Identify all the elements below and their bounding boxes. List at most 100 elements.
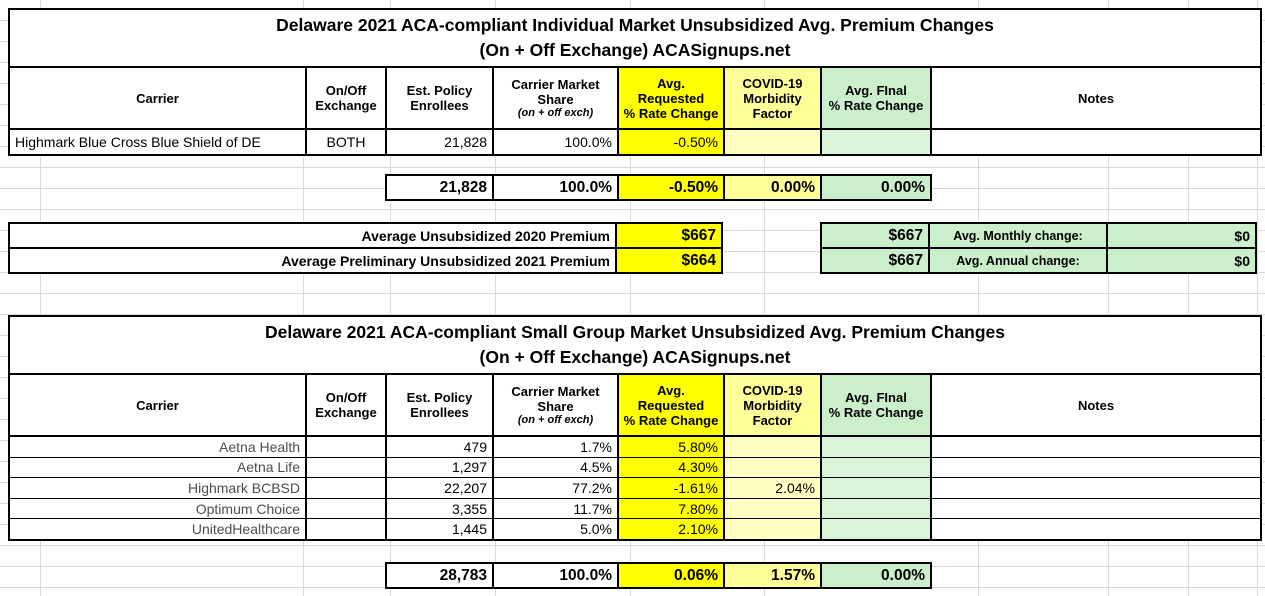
- small-group-market-table: Delaware 2021 ACA-compliant Small Group …: [8, 315, 1262, 541]
- premium-label-cell[interactable]: Average Unsubsidized 2020 Premium: [10, 224, 617, 247]
- individual-header-row: Carrier On/Off Exchange Est. Policy Enro…: [10, 68, 1260, 130]
- exchange-cell[interactable]: [307, 457, 387, 478]
- individual-table-title: Delaware 2021 ACA-compliant Individual M…: [10, 10, 1260, 68]
- total-final-rate-cell[interactable]: 0.00%: [822, 564, 930, 587]
- premium-row-2020: Average Unsubsidized 2020 Premium $667: [10, 224, 721, 247]
- market-share-cell[interactable]: 11.7%: [494, 498, 619, 519]
- market-share-cell[interactable]: 77.2%: [494, 478, 619, 498]
- requested-rate-cell[interactable]: -1.61%: [619, 478, 725, 498]
- premium-change-block: $667 Avg. Monthly change: $0 $667 Avg. A…: [820, 222, 1257, 274]
- carrier-cell[interactable]: Aetna Life: [10, 457, 307, 478]
- notes-cell[interactable]: [932, 499, 1260, 519]
- total-covid-factor-cell[interactable]: 0.00%: [725, 176, 822, 199]
- total-covid-factor-cell[interactable]: 1.57%: [725, 564, 822, 587]
- covid-factor-cell[interactable]: [725, 437, 822, 457]
- notes-cell[interactable]: [932, 437, 1260, 457]
- final-rate-column-header: Avg. FInal % Rate Change: [822, 375, 932, 435]
- final-rate-cell[interactable]: [822, 478, 932, 498]
- premium-change-row-annual: $667 Avg. Annual change: $0: [822, 247, 1255, 272]
- total-requested-rate-cell[interactable]: 0.06%: [619, 564, 725, 587]
- final-rate-column-header: Avg. FInal % Rate Change: [822, 68, 932, 128]
- premium-value-cell[interactable]: $667: [617, 224, 721, 247]
- final-rate-cell[interactable]: [822, 519, 932, 539]
- enrollees-column-header: Est. Policy Enrollees: [387, 68, 494, 128]
- small-group-header-row: Carrier On/Off Exchange Est. Policy Enro…: [10, 375, 1260, 437]
- covid-factor-cell[interactable]: [725, 130, 822, 154]
- carrier-cell[interactable]: Optimum Choice: [10, 498, 307, 519]
- total-requested-rate-cell[interactable]: -0.50%: [619, 176, 725, 199]
- carrier-cell[interactable]: Highmark Blue Cross Blue Shield of DE: [10, 130, 307, 154]
- exchange-column-header: On/Off Exchange: [307, 68, 387, 128]
- carrier-cell[interactable]: Highmark BCBSD: [10, 478, 307, 498]
- market-share-cell[interactable]: 5.0%: [494, 519, 619, 539]
- requested-rate-cell[interactable]: -0.50%: [619, 130, 725, 154]
- covid-factor-column-header: COVID-19 Morbidity Factor: [725, 68, 822, 128]
- market-share-header-note: (on + off exch): [517, 106, 594, 119]
- small-group-title-line1: Delaware 2021 ACA-compliant Small Group …: [264, 322, 1006, 342]
- premium-label-cell[interactable]: Average Preliminary Unsubsidized 2021 Pr…: [10, 249, 617, 272]
- premium-final-value-cell[interactable]: $667: [822, 224, 930, 247]
- annual-change-label-cell[interactable]: Avg. Annual change:: [930, 249, 1108, 272]
- exchange-cell[interactable]: BOTH: [307, 130, 387, 154]
- exchange-cell[interactable]: [307, 498, 387, 519]
- notes-cell[interactable]: [932, 458, 1260, 478]
- market-share-column-header: Carrier Market Share (on + off exch): [494, 68, 619, 128]
- total-market-share-cell[interactable]: 100.0%: [494, 564, 619, 587]
- enrollees-cell[interactable]: 22,207: [387, 478, 494, 498]
- carrier-cell[interactable]: Aetna Health: [10, 437, 307, 457]
- small-group-totals-row: 28,783 100.0% 0.06% 1.57% 0.00%: [385, 562, 932, 589]
- total-market-share-cell[interactable]: 100.0%: [494, 176, 619, 199]
- monthly-change-label-cell[interactable]: Avg. Monthly change:: [930, 224, 1108, 247]
- market-share-header-note: (on + off exch): [517, 413, 594, 426]
- covid-factor-cell[interactable]: [725, 498, 822, 519]
- final-rate-cell[interactable]: [822, 437, 932, 457]
- individual-title-line2: (On + Off Exchange) ACASignups.net: [479, 40, 791, 60]
- final-rate-cell[interactable]: [822, 498, 932, 519]
- premium-final-value-cell[interactable]: $667: [822, 249, 930, 272]
- final-rate-cell[interactable]: [822, 130, 932, 154]
- premium-summary-block: Average Unsubsidized 2020 Premium $667 A…: [8, 222, 723, 274]
- enrollees-cell[interactable]: 21,828: [387, 130, 494, 154]
- individual-table-body: Highmark Blue Cross Blue Shield of DE BO…: [10, 130, 1260, 154]
- carrier-cell[interactable]: UnitedHealthcare: [10, 519, 307, 539]
- total-final-rate-cell[interactable]: 0.00%: [822, 176, 930, 199]
- enrollees-cell[interactable]: 479: [387, 437, 494, 457]
- exchange-column-header: On/Off Exchange: [307, 375, 387, 435]
- notes-cell[interactable]: [932, 130, 1260, 154]
- enrollees-cell[interactable]: 1,297: [387, 457, 494, 478]
- total-enrollees-cell[interactable]: 21,828: [387, 176, 494, 199]
- total-enrollees-cell[interactable]: 28,783: [387, 564, 494, 587]
- notes-cell[interactable]: [932, 519, 1260, 539]
- market-share-cell[interactable]: 1.7%: [494, 437, 619, 457]
- exchange-cell[interactable]: [307, 478, 387, 498]
- table-row: Optimum Choice 3,355 11.7% 7.80%: [10, 497, 1260, 519]
- individual-totals-row: 21,828 100.0% -0.50% 0.00% 0.00%: [385, 174, 932, 201]
- exchange-cell[interactable]: [307, 519, 387, 539]
- annual-change-value-cell[interactable]: $0: [1108, 249, 1255, 272]
- requested-rate-cell[interactable]: 2.10%: [619, 519, 725, 539]
- small-group-table-title: Delaware 2021 ACA-compliant Small Group …: [10, 317, 1260, 375]
- final-rate-cell[interactable]: [822, 457, 932, 478]
- premium-row-2021: Average Preliminary Unsubsidized 2021 Pr…: [10, 247, 721, 272]
- market-share-cell[interactable]: 4.5%: [494, 457, 619, 478]
- notes-column-header: Notes: [1077, 397, 1115, 413]
- covid-factor-cell[interactable]: [725, 457, 822, 478]
- monthly-change-value-cell[interactable]: $0: [1108, 224, 1255, 247]
- enrollees-cell[interactable]: 1,445: [387, 519, 494, 539]
- table-row: Aetna Life 1,297 4.5% 4.30%: [10, 456, 1260, 478]
- notes-cell[interactable]: [932, 478, 1260, 498]
- market-share-cell[interactable]: 100.0%: [494, 130, 619, 154]
- requested-rate-cell[interactable]: 7.80%: [619, 498, 725, 519]
- requested-rate-cell[interactable]: 4.30%: [619, 457, 725, 478]
- exchange-cell[interactable]: [307, 437, 387, 457]
- requested-rate-cell[interactable]: 5.80%: [619, 437, 725, 457]
- table-row: Aetna Health 479 1.7% 5.80%: [10, 437, 1260, 457]
- enrollees-column-header: Est. Policy Enrollees: [387, 375, 494, 435]
- individual-market-table: Delaware 2021 ACA-compliant Individual M…: [8, 8, 1262, 156]
- enrollees-cell[interactable]: 3,355: [387, 498, 494, 519]
- covid-factor-cell[interactable]: 2.04%: [725, 478, 822, 498]
- premium-value-cell[interactable]: $664: [617, 249, 721, 272]
- table-row: Highmark Blue Cross Blue Shield of DE BO…: [10, 130, 1260, 154]
- covid-factor-cell[interactable]: [725, 519, 822, 539]
